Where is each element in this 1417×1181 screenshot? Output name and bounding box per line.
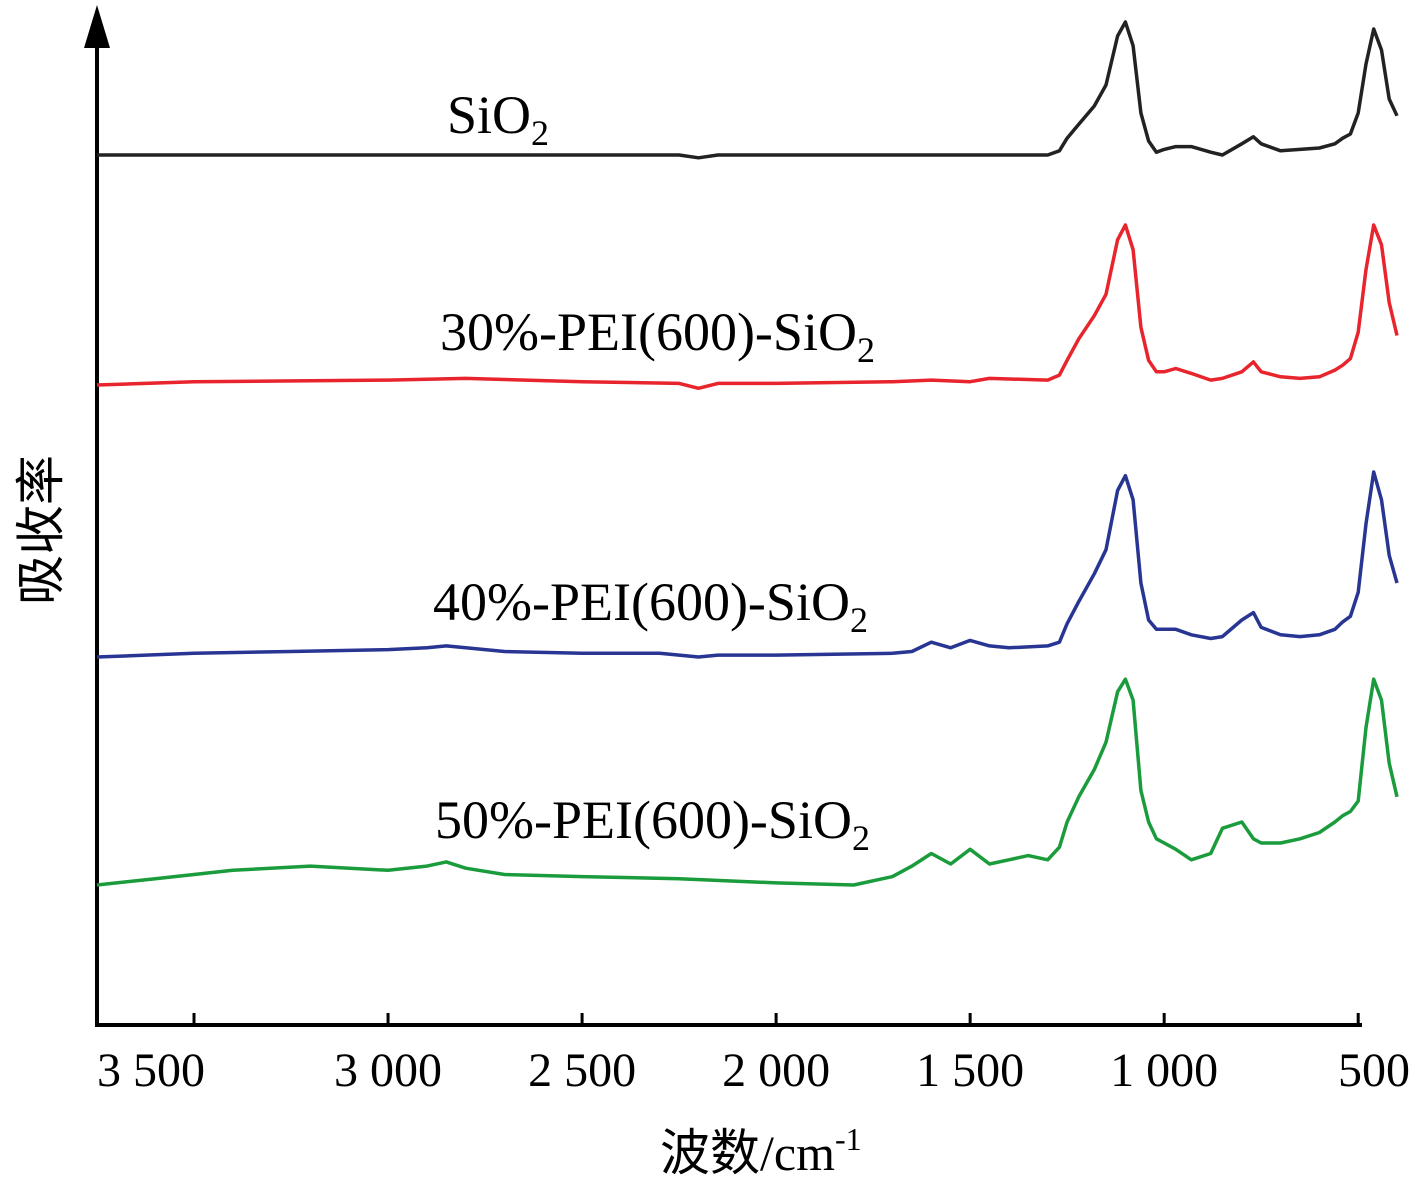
series-label-1: SiO2 [447, 85, 549, 153]
series-label-3: 40%-PEI(600)-SiO2 [433, 572, 868, 640]
x-tick-label: 3 000 [334, 1044, 442, 1097]
x-tick-label: 500 [1338, 1044, 1410, 1097]
series-labels: SiO2 30%-PEI(600)-SiO2 40%-PEI(600)-SiO2 50… [433, 85, 875, 858]
x-tick-label: 2 000 [722, 1044, 830, 1097]
x-tick-labels: 3 500 3 000 2 500 2 000 1 500 1 000 500 [97, 1044, 1410, 1097]
series-line-1 [97, 20, 1399, 160]
series-label-4: 50%-PEI(600)-SiO2 [435, 790, 870, 858]
x-tick-label: 1 000 [1110, 1044, 1218, 1097]
series-lines [96, 20, 1399, 887]
y-axis-arrow-icon [84, 5, 110, 48]
x-tick-label: 3 500 [97, 1044, 205, 1097]
series-line-3 [96, 470, 1399, 659]
series-line-2 [96, 223, 1399, 391]
x-ticks [192, 1013, 1360, 1025]
x-tick-label: 1 500 [916, 1044, 1024, 1097]
x-tick-label: 2 500 [528, 1044, 636, 1097]
series-line-4 [96, 677, 1399, 887]
series-label-2: 30%-PEI(600)-SiO2 [440, 302, 875, 370]
y-axis-title: 吸收率 [13, 455, 69, 605]
x-axis-title: 波数/cm-1 [660, 1121, 862, 1181]
